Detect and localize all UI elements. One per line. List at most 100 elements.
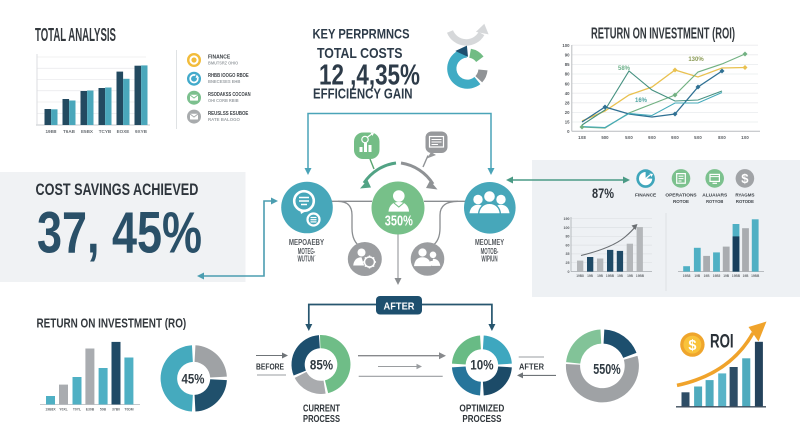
svg-text:19B8: 19B8 [576, 274, 584, 278]
svg-text:19BB: 19BB [732, 274, 741, 278]
svg-text:5X0: 5X0 [625, 135, 633, 140]
svg-text:ROI: ROI [710, 331, 734, 352]
svg-text:190: 190 [564, 217, 570, 221]
svg-text:MOTOB-: MOTOB- [481, 248, 499, 257]
svg-text:Y0XL: Y0XL [59, 408, 67, 412]
svg-text:19B8: 19B8 [46, 129, 57, 134]
svg-text:25: 25 [566, 261, 570, 265]
svg-text:19B5: 19B5 [713, 274, 721, 278]
svg-text:28: 28 [565, 101, 570, 106]
svg-text:TCYB: TCYB [99, 129, 112, 134]
svg-text:TOTAL ANALYSIS: TOTAL ANALYSIS [35, 26, 116, 46]
svg-text:19B: 19B [587, 274, 594, 278]
svg-text:19B: 19B [723, 274, 730, 278]
svg-text:10%: 10% [470, 358, 493, 373]
svg-text:19B: 19B [743, 274, 750, 278]
svg-text:100: 100 [564, 226, 570, 230]
svg-text:RATE BALOGO: RATE BALOGO [208, 117, 240, 122]
svg-text:$: $ [688, 338, 696, 354]
svg-text:350%: 350% [385, 212, 413, 229]
svg-text:T6AB: T6AB [63, 129, 76, 134]
svg-text:COST SAVINGS ACHIEVED: COST SAVINGS ACHIEVED [36, 180, 199, 199]
svg-text:T0DM: T0DM [124, 408, 133, 412]
svg-text:60: 60 [565, 81, 570, 86]
svg-text:130%: 130% [688, 57, 704, 63]
svg-text:40: 40 [565, 91, 570, 96]
svg-text:19B8X: 19B8X [45, 408, 56, 412]
svg-text:E5BX: E5BX [81, 129, 94, 134]
svg-text:ROTYOB: ROTYOB [706, 199, 724, 204]
svg-text:ALUAIARS: ALUAIARS [702, 192, 728, 198]
svg-text:1X8: 1X8 [578, 135, 586, 140]
svg-text:RETURN ON INVESTMENT (RO): RETURN ON INVESTMENT (RO) [37, 318, 187, 331]
svg-text:45%: 45% [182, 371, 205, 386]
svg-text:AFTER: AFTER [384, 301, 415, 313]
svg-text:AFTER: AFTER [519, 362, 544, 372]
svg-text:WUTUN´: WUTUN´ [297, 255, 315, 264]
svg-text:19B: 19B [694, 274, 701, 278]
svg-text:80: 80 [566, 235, 570, 239]
svg-text:19B: 19B [704, 274, 711, 278]
svg-text:RETURN ON INVESTMENT (ROI): RETURN ON INVESTMENT (ROI) [591, 24, 735, 42]
svg-text:TOTAL COSTS: TOTAL COSTS [317, 45, 402, 61]
svg-text:KEY PERPRMNCS: KEY PERPRMNCS [313, 27, 410, 42]
svg-text:9XYB: 9XYB [135, 129, 148, 134]
svg-text:85: 85 [565, 62, 570, 67]
svg-text:58%: 58% [618, 66, 631, 72]
svg-text:19BB: 19BB [751, 274, 760, 278]
svg-text:BMUTSRZ OHIO: BMUTSRZ OHIO [208, 60, 239, 65]
svg-text:50B: 50B [100, 408, 107, 412]
svg-text:19B: 19B [597, 274, 604, 278]
svg-text:$: $ [741, 171, 749, 186]
svg-text:PROCESS: PROCESS [462, 413, 501, 424]
svg-text:MEPOAEBY: MEPOAEBY [289, 238, 324, 247]
svg-text:9X0: 9X0 [671, 135, 679, 140]
svg-text:16%: 16% [635, 98, 648, 104]
svg-text:8X0: 8X0 [718, 135, 726, 140]
svg-text:60: 60 [566, 243, 570, 247]
svg-text:E30B: E30B [86, 408, 95, 412]
svg-text:BNECESES EHB: BNECESES EHB [208, 79, 240, 84]
svg-text:90: 90 [565, 53, 570, 58]
svg-text:20: 20 [565, 110, 570, 115]
svg-text:OPERATIONS: OPERATIONS [665, 192, 697, 198]
svg-text:19B8: 19B8 [683, 274, 691, 278]
svg-text:37B0: 37B0 [112, 408, 120, 412]
svg-text:35: 35 [566, 252, 570, 256]
svg-text:80: 80 [565, 72, 570, 77]
svg-text:MEOLMEY: MEOLMEY [475, 239, 504, 247]
svg-text:19BB: 19BB [636, 274, 645, 278]
svg-text:PROCESS: PROCESS [303, 413, 340, 424]
svg-text:BEFORE: BEFORE [256, 362, 284, 372]
svg-text:12 ,4,35%: 12 ,4,35% [319, 60, 420, 91]
svg-text:RYAGMS: RYAGMS [735, 192, 754, 197]
svg-text:OHI CORB RBIB: OHI CORB RBIB [208, 98, 239, 103]
svg-text:ROTODE: ROTODE [736, 199, 754, 204]
svg-text:19B: 19B [617, 274, 624, 278]
svg-text:EFFICIENCY GAIN: EFFICIENCY GAIN [313, 85, 413, 102]
svg-text:500: 500 [601, 135, 609, 140]
svg-text:RSODAKSS COCOAN: RSODAKSS COCOAN [208, 92, 251, 97]
svg-text:85%: 85% [310, 358, 333, 373]
svg-text:T0YL: T0YL [73, 408, 81, 412]
svg-text:CURRENT: CURRENT [303, 402, 340, 413]
svg-text:1X0: 1X0 [741, 135, 749, 140]
svg-text:15: 15 [565, 120, 570, 125]
svg-text:EOXE: EOXE [117, 129, 130, 134]
svg-text:ROTOE: ROTOE [673, 199, 689, 204]
svg-text:5X0: 5X0 [694, 135, 702, 140]
svg-text:RHBB IOOGO RBOE: RHBB IOOGO RBOE [208, 73, 249, 78]
svg-text:0: 0 [568, 270, 570, 274]
svg-text:MOTEG-: MOTEG- [298, 248, 316, 257]
svg-text:100: 100 [562, 43, 570, 48]
svg-text:REUSLSS ESUBOE: REUSLSS ESUBOE [208, 111, 248, 116]
svg-text:19BB: 19BB [606, 274, 615, 278]
svg-text:37, 45%: 37, 45% [37, 200, 202, 265]
svg-text:550%: 550% [593, 361, 620, 377]
svg-text:FINANCE: FINANCE [635, 192, 657, 198]
svg-text:FINANCE: FINANCE [208, 55, 231, 61]
svg-text:9X0: 9X0 [648, 135, 656, 140]
svg-text:OPTIMIZED: OPTIMIZED [459, 403, 504, 415]
svg-text:87%: 87% [592, 186, 614, 202]
svg-text:19B: 19B [627, 274, 634, 278]
